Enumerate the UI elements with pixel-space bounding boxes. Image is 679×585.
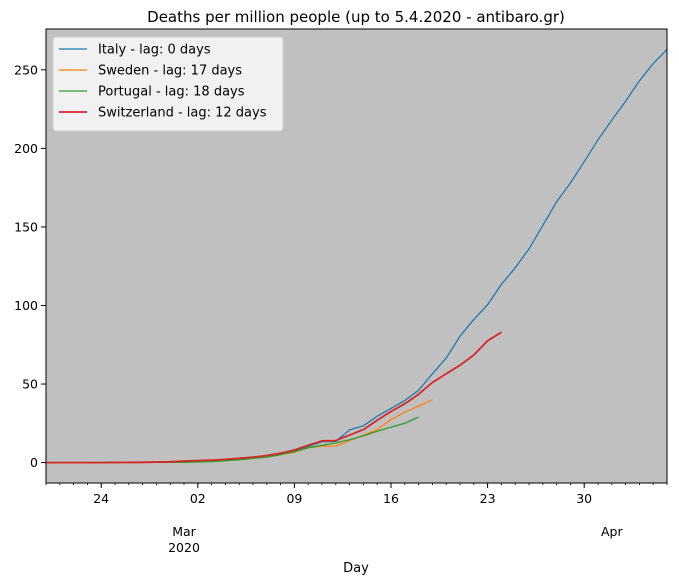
series-line (46, 416, 419, 464)
x-tick-label: 30 (576, 491, 592, 506)
y-tick-label: 200 (14, 141, 38, 156)
legend: Italy - lag: 0 days Sweden - lag: 17 days… (52, 36, 284, 132)
series-line (46, 331, 502, 464)
series-lines (45, 48, 668, 464)
x-tick-label: 02 (190, 491, 206, 506)
y-tick-label: 250 (14, 62, 38, 77)
y-tick-label: 150 (14, 219, 38, 234)
legend-label: Italy - lag: 0 days (98, 43, 211, 58)
x-tick-label: 16 (383, 491, 399, 506)
y-tick-label: 100 (14, 298, 38, 313)
x-month-label: Mar (172, 524, 196, 539)
x-axis-title: Day (343, 561, 369, 576)
x-tick-label: 23 (480, 491, 496, 506)
plot-frame (45, 28, 668, 484)
x-month-label: Apr (601, 524, 623, 539)
chart-title: Deaths per million people (up to 5.4.202… (147, 8, 565, 26)
legend-box (52, 36, 284, 132)
y-axis: 0 50 100 150 200 250 (14, 62, 46, 470)
legend-label: Switzerland - lag: 12 days (98, 106, 267, 121)
x-tick-label: 24 (93, 491, 109, 506)
legend-label: Sweden - lag: 17 days (98, 64, 242, 79)
y-tick-label: 0 (30, 455, 38, 470)
x-year-label: 2020 (168, 540, 200, 555)
legend-label: Portugal - lag: 18 days (98, 85, 245, 100)
y-tick-label: 50 (22, 377, 38, 392)
x-tick-label: 09 (286, 491, 302, 506)
